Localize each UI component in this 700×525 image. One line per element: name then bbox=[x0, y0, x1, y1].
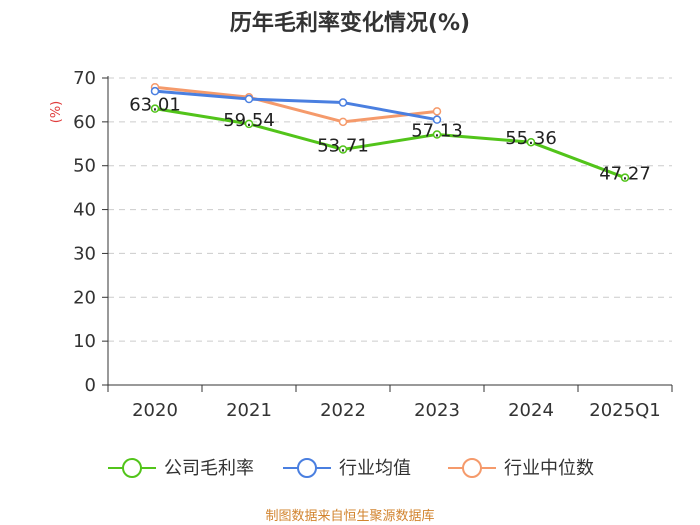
data-labels: 63.01 59.54 53.71 57.13 55.36 47.27 bbox=[129, 95, 651, 185]
y-tick-label: 20 bbox=[73, 287, 96, 308]
legend-item-0[interactable]: 公司毛利率 bbox=[108, 458, 254, 479]
x-tick-label: 2024 bbox=[508, 400, 554, 421]
legend-marker bbox=[297, 458, 317, 478]
data-point-0 bbox=[620, 173, 630, 182]
series-line-0 bbox=[154, 107, 626, 180]
data-point-2 bbox=[432, 107, 442, 116]
data-point-0 bbox=[526, 137, 536, 147]
legend-marker bbox=[122, 458, 142, 478]
data-label: 57.13 bbox=[411, 120, 463, 141]
x-tick-label: 2022 bbox=[320, 400, 366, 421]
legend-marker bbox=[462, 458, 482, 478]
legend-label: 公司毛利率 bbox=[164, 458, 254, 479]
y-tick-label: 40 bbox=[73, 200, 96, 221]
legend-item-1[interactable]: 行业均值 bbox=[283, 458, 411, 479]
y-tick-label: 10 bbox=[73, 331, 96, 352]
data-label: 47.27 bbox=[599, 164, 651, 185]
data-label: 53.71 bbox=[317, 135, 369, 156]
data-point-1 bbox=[150, 86, 160, 96]
y-tick-label: 30 bbox=[73, 243, 96, 264]
data-label: 59.54 bbox=[223, 110, 275, 131]
x-tick-label: 2020 bbox=[132, 400, 178, 421]
data-point-0 bbox=[244, 119, 254, 129]
data-label: 63.01 bbox=[129, 95, 181, 116]
grid bbox=[108, 77, 672, 342]
x-tick-label: 2021 bbox=[226, 400, 272, 421]
x-tick-label: 2023 bbox=[414, 400, 460, 421]
data-label: 55.36 bbox=[505, 128, 557, 149]
data-point-0 bbox=[432, 130, 442, 139]
y-tick-label: 70 bbox=[73, 68, 96, 89]
data-point-1 bbox=[338, 98, 348, 107]
legend-label: 行业中位数 bbox=[504, 458, 594, 479]
data-point-0 bbox=[150, 104, 160, 113]
data-point-0 bbox=[338, 145, 348, 154]
series-line-2 bbox=[154, 85, 438, 124]
data-point-2 bbox=[338, 117, 348, 127]
data-point-1 bbox=[244, 94, 254, 104]
y-tick-label: 0 bbox=[85, 375, 96, 396]
axes: 0 10 20 30 40 50 60 70 2020 2021 2022 2023 2024 2025Q… bbox=[73, 68, 673, 421]
source-note: 制图数据来自恒生聚源数据库 bbox=[265, 508, 434, 524]
x-tick-label: 2025Q1 bbox=[589, 400, 660, 421]
legend-item-2[interactable]: 行业中位数 bbox=[448, 458, 594, 479]
series-line-1 bbox=[154, 89, 438, 122]
series-group bbox=[150, 82, 630, 182]
y-tick-label: 60 bbox=[73, 112, 96, 133]
legend[interactable]: 公司毛利率 行业均值 行业中位数 bbox=[108, 458, 594, 479]
chart-title: 历年毛利率变化情况(%) bbox=[230, 10, 470, 36]
y-tick-label: 50 bbox=[73, 156, 96, 177]
legend-label: 行业均值 bbox=[339, 458, 411, 479]
y-axis-label: (%) bbox=[49, 101, 64, 124]
data-point-1 bbox=[432, 115, 442, 124]
